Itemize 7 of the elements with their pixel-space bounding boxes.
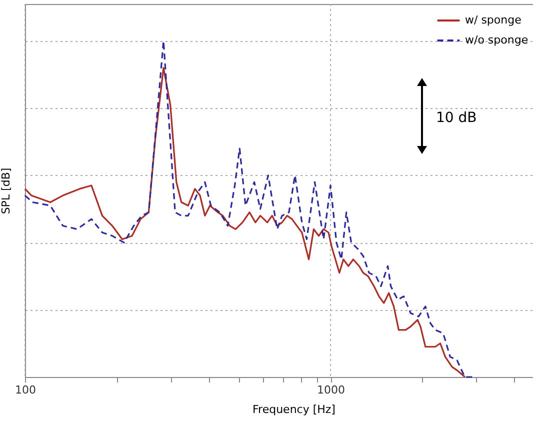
annotation: 10 dB: [436, 110, 477, 126]
y-axis-title: SPL [dB]: [0, 168, 12, 214]
x-axis-title: Frequency [Hz]: [252, 403, 336, 416]
x-tick-label: 100: [15, 384, 36, 396]
legend-label: w/o sponge: [465, 34, 528, 46]
x-tick-label: 1000: [317, 384, 346, 396]
legend-label: w/ sponge: [465, 14, 522, 26]
